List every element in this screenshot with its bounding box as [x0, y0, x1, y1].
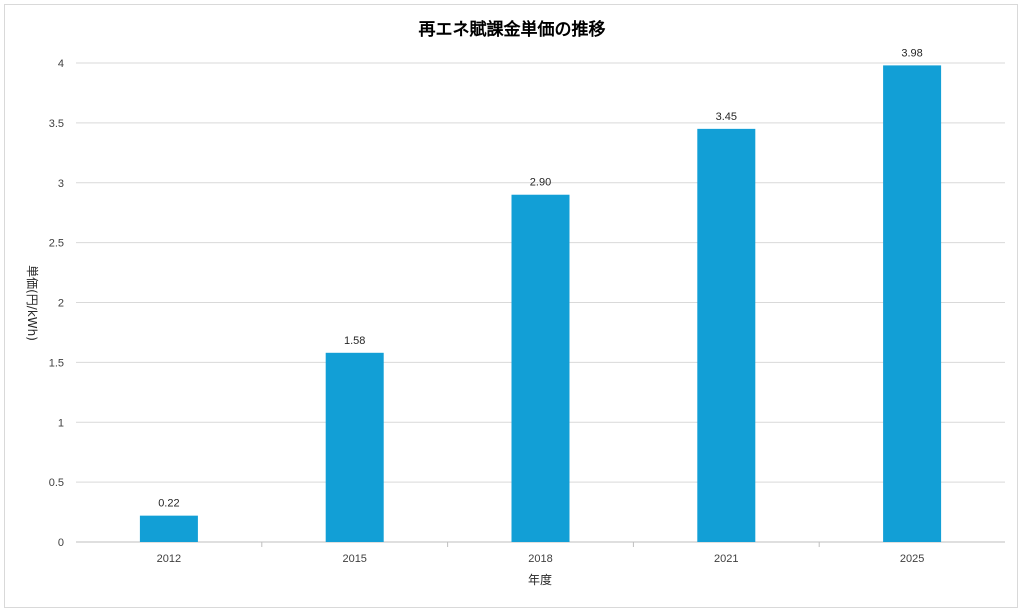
bars [139, 65, 942, 543]
x-tick-label: 2015 [342, 553, 366, 565]
y-tick-label: 4 [58, 58, 64, 70]
y-tick-label: 2 [58, 298, 64, 310]
data-label: 0.22 [158, 498, 179, 510]
data-labels: 0.22 1.58 2.90 3.45 3.98 [158, 47, 923, 509]
bar [325, 352, 384, 542]
y-tick-label: 2.5 [49, 238, 64, 250]
chart-frame [4, 4, 1018, 608]
x-tick-label: 2025 [900, 553, 924, 565]
x-tick-label: 2018 [528, 553, 552, 565]
bar [139, 515, 198, 542]
y-tick-label: 1 [58, 417, 64, 429]
bar [511, 194, 570, 542]
data-label: 1.58 [344, 335, 365, 347]
y-axis-ticks: 0 0.5 1 1.5 2 2.5 3 3.5 4 [49, 58, 64, 549]
y-tick-label: 3.5 [49, 118, 64, 130]
y-tick-label: 0.5 [49, 477, 64, 489]
x-tick-label: 2012 [157, 553, 181, 565]
y-tick-label: 1.5 [49, 357, 64, 369]
data-label: 3.98 [901, 47, 922, 59]
y-tick-label: 3 [58, 178, 64, 190]
x-tick-label: 2021 [714, 553, 738, 565]
y-axis-title: 単価(円/kWh) [25, 265, 39, 341]
y-tick-label: 0 [58, 537, 64, 549]
bar [883, 65, 942, 543]
data-label: 3.45 [716, 111, 737, 123]
x-axis-title: 年度 [528, 572, 552, 587]
bar [697, 128, 756, 543]
chart-title: 再エネ賦課金単価の推移 [419, 19, 606, 40]
data-label: 2.90 [530, 177, 551, 189]
x-axis-ticks: 2012 2015 2018 2021 2025 [157, 553, 925, 565]
